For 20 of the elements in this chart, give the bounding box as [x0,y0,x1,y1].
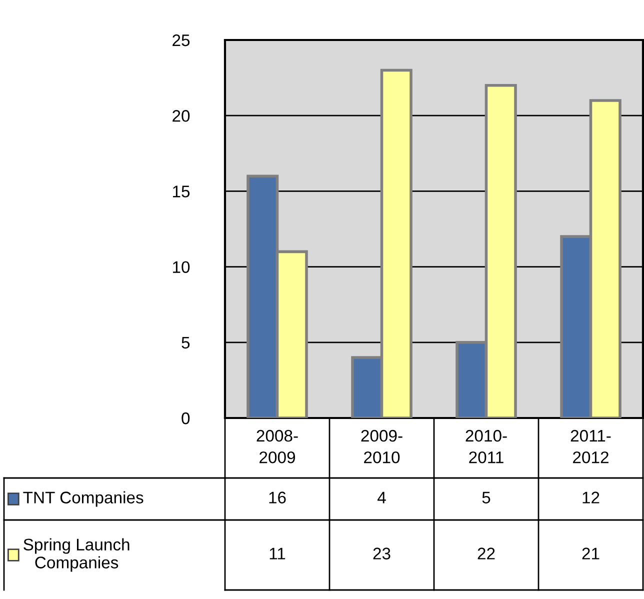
data-label: 21 [582,548,600,560]
y-tick-label: 15 [173,186,190,198]
legend-label: TNT Companies [23,491,144,507]
y-tick-label: 20 [172,110,190,122]
y-tick-label: 0 [182,412,190,424]
data-label: 16 [269,492,286,504]
data-label: 4 [378,492,386,504]
y-tick-label: 10 [173,261,190,274]
y-tick-label: 5 [182,336,190,349]
x-tick-label: 2010- 2011 [466,430,507,464]
data-label: 5 [482,492,490,504]
data-label: 11 [270,548,286,560]
y-tick-label: 25 [172,34,190,46]
x-tick-label: 2008- 2009 [256,430,298,464]
x-tick-label: 2011- 2012 [570,430,611,464]
data-label: 12 [582,492,600,504]
data-label: 23 [373,548,390,560]
legend-label: Spring Launch Companies [24,538,130,572]
data-label: 22 [478,548,495,560]
x-tick-label: 2009- 2010 [361,430,402,464]
